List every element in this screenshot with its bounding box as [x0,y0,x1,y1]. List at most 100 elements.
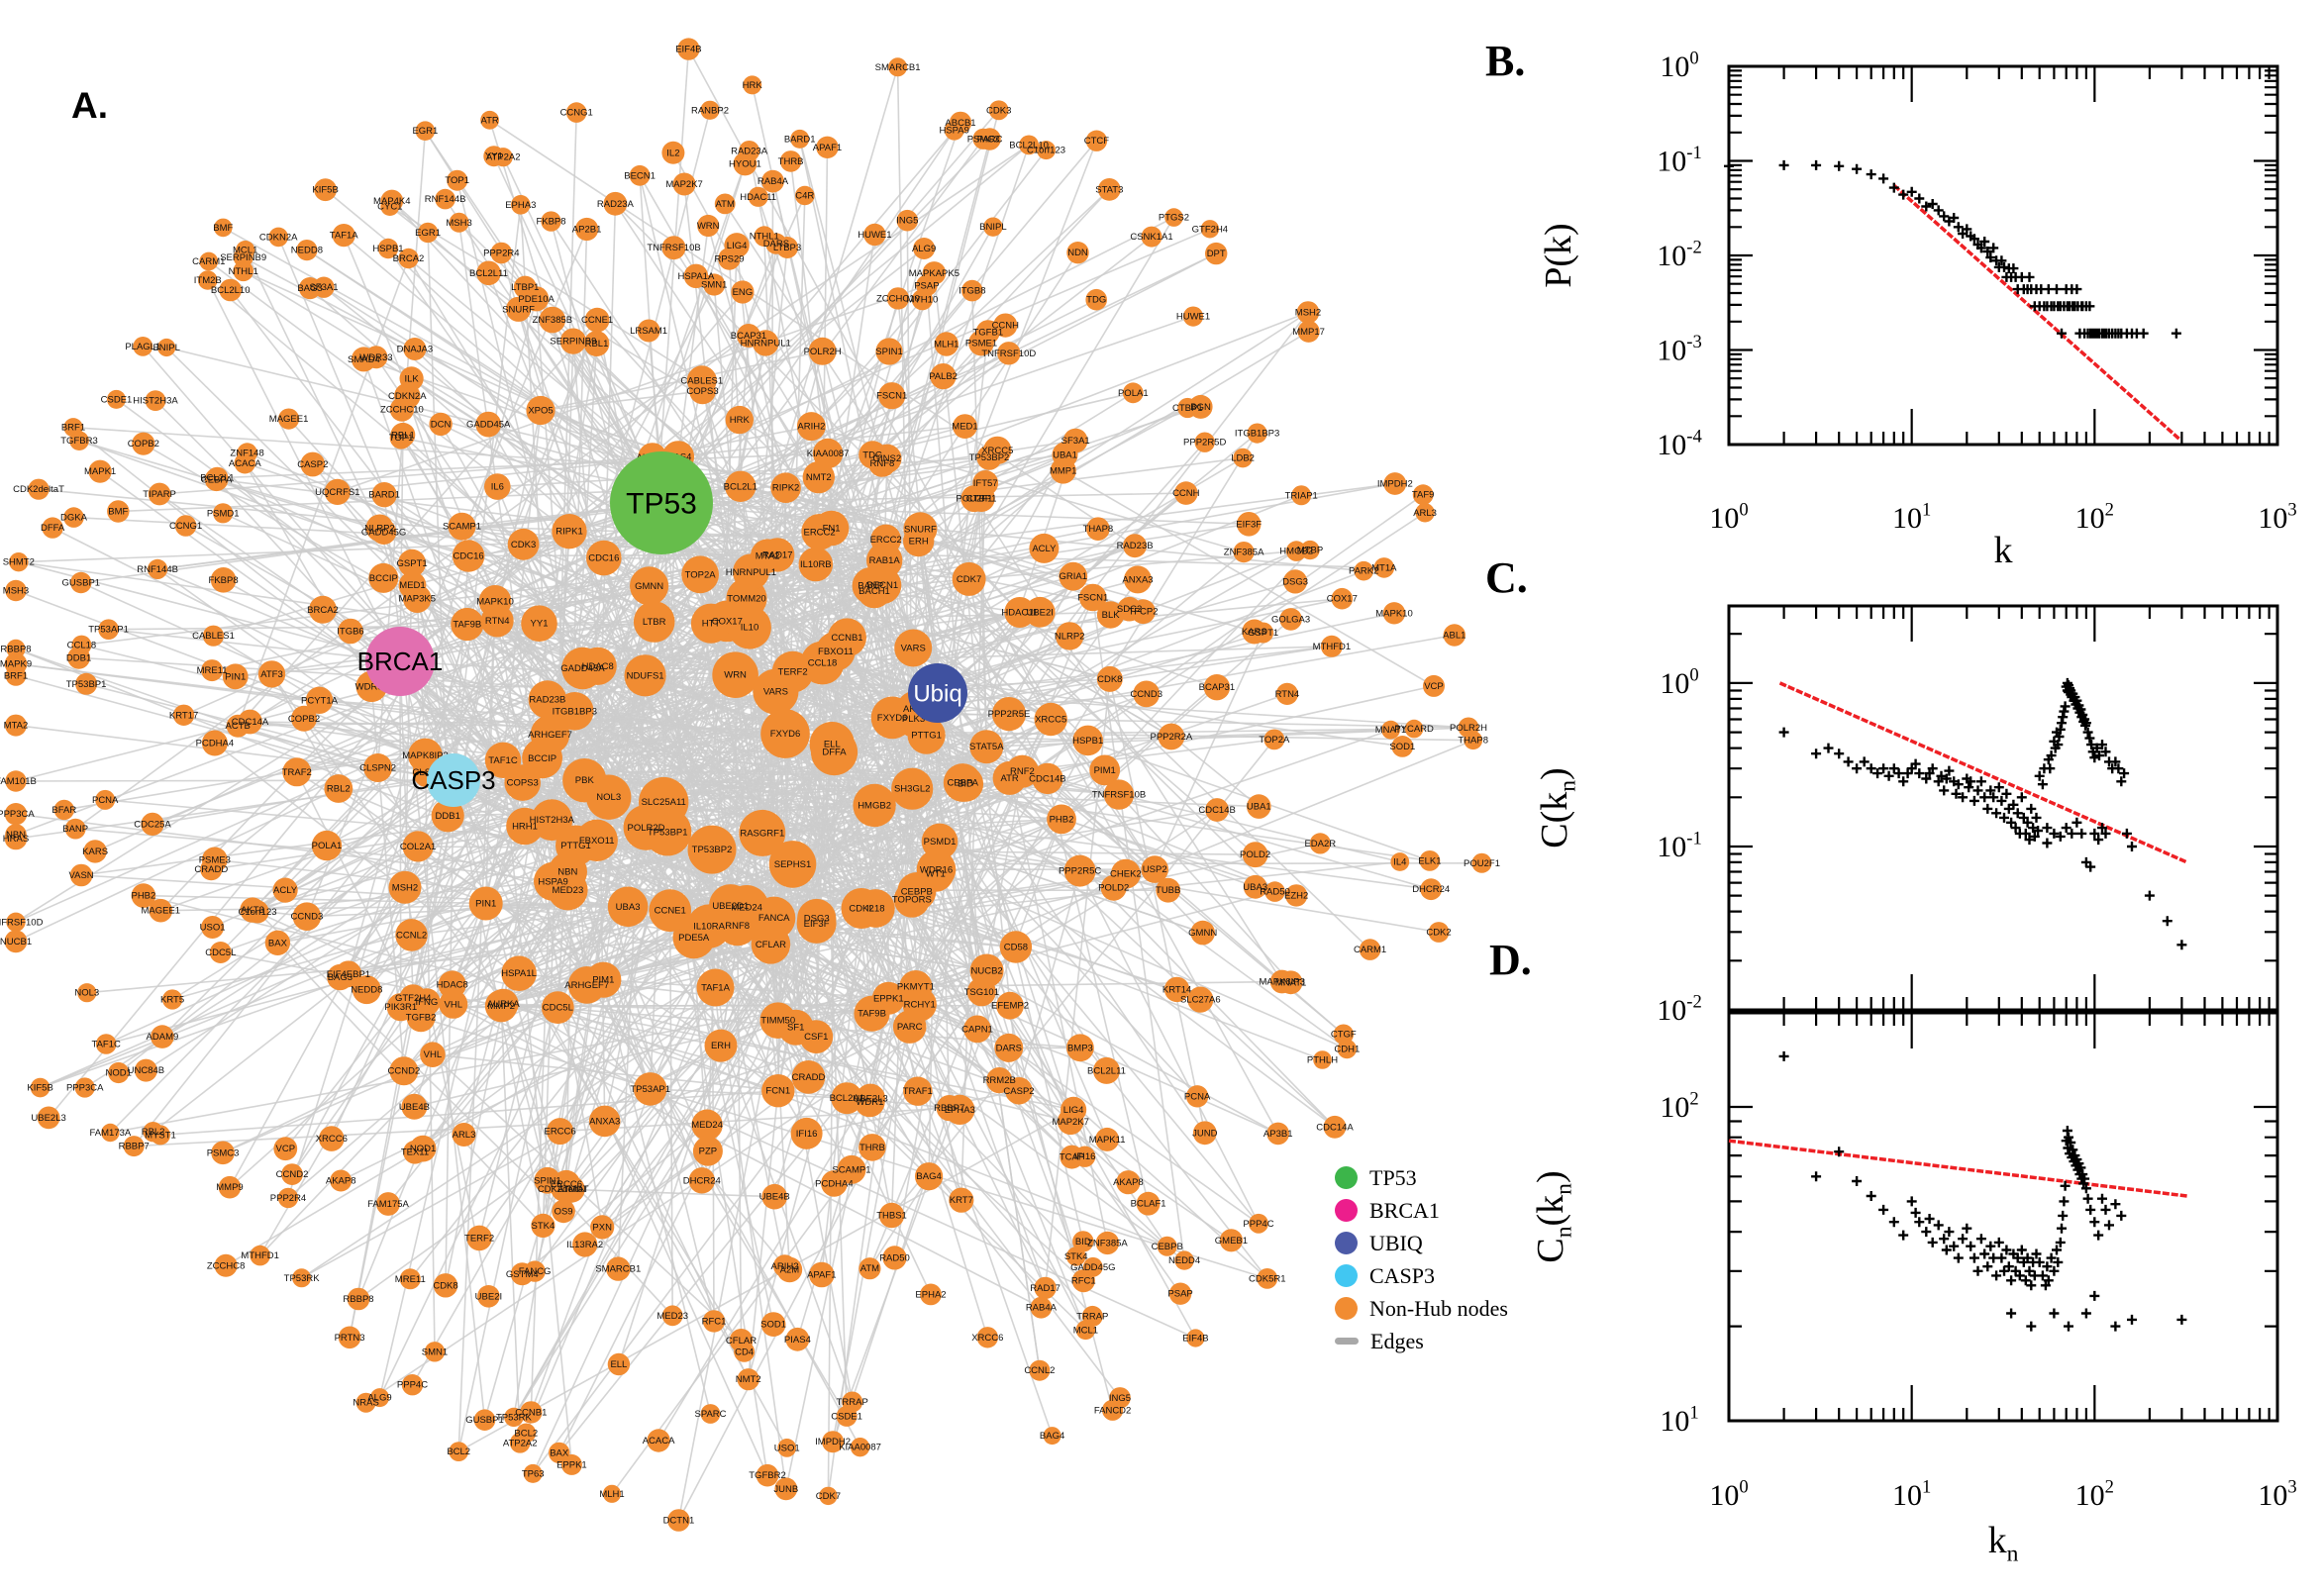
network-node-label: CDK7 [957,574,981,585]
network-node [324,478,351,505]
network-edge [776,751,836,1021]
network-node [157,338,176,357]
network-node [309,595,337,624]
network-node-label: IL13RA2 [566,1240,603,1250]
network-edge [252,909,1196,1340]
network-node [770,472,801,504]
network-node-label: SPIN1 [534,1175,560,1186]
network-node [172,704,195,726]
network-node-label: RBBP8 [0,644,31,654]
network-node-label: ATR [480,115,498,126]
network-node-label: RAD23B [529,695,565,706]
network-node [808,337,837,365]
network-node-label: PYCARD [1394,724,1434,735]
network-node-label: KRT7 [950,1195,973,1206]
network-node [368,562,399,593]
network-node-label: CD58 [1004,943,1028,953]
network-node-label: ZNF385B [532,315,572,326]
network-node-label: BECN1 [624,170,656,181]
network-node-label: DGKA [60,513,88,524]
network-node-label: BCL2L10 [211,285,251,296]
network-node-label: SF3A1 [309,282,338,293]
network-node-label: LTBR [643,617,666,628]
network-node-label: BID [1075,1237,1091,1247]
network-edge [453,555,469,781]
network-node-label: CCND3 [1130,689,1162,700]
network-edge [660,502,928,737]
network-node-label: TP53RK [284,1273,321,1284]
network-edge [660,502,1218,688]
network-node [531,1213,556,1238]
network-edge [926,734,1088,742]
network-node [1257,1268,1278,1289]
network-node [509,1433,531,1453]
network-node [541,991,574,1024]
network-edge [834,750,1336,1128]
network-node [484,742,522,778]
network-node-label: MED24 [731,903,762,914]
network-edge [706,770,1023,1126]
network-panel: MAPK10 PIM1 EPPK1 USO1 GSPT1 UBE4B FSCN1 EIF3F B… [0,38,1500,1532]
network-node-label: HSPA1A [678,271,715,282]
network-node-label: CCL18 [67,641,97,651]
network-node [201,730,228,756]
legend-item-label: TP53 [1369,1164,1417,1190]
network-node-label: RNF144B [425,194,466,205]
network-node-label: MNAT1 [1375,725,1407,736]
network-node [689,377,716,405]
network-node-label: GSPT1 [397,558,428,569]
network-node-label: BCL2L1 [200,473,234,484]
y-tick-label: 101​ [1660,1402,1698,1438]
network-node-label: CEBPB [901,887,933,898]
network-node-label: MAPK1 [84,466,116,477]
network-node [907,716,946,754]
network-node-label: MED24 [691,1120,723,1131]
network-node [148,558,168,580]
legend-item-label: BRCA1 [1369,1197,1440,1223]
plot-frame [1727,1011,2279,1423]
network-node [1060,1096,1087,1123]
network-node-label: PZP [699,1147,717,1157]
network-node [1354,560,1373,581]
network-node-label: GADD45G [1070,1262,1115,1273]
network-node [1030,1296,1053,1319]
network-edge [237,257,410,727]
network-node [257,660,286,688]
network-node [886,287,910,310]
network-node-label: ERH [909,537,929,548]
network-node-label: CDK7 [816,1491,841,1502]
network-node [1117,596,1142,622]
network-node [4,652,28,675]
network-node [575,819,618,861]
network-node [822,1431,845,1453]
network-node [226,714,250,738]
network-node-label: NLRP2 [364,523,395,534]
network-node [1383,472,1407,495]
network-node [819,1486,838,1506]
network-node-label: HSPB1 [1072,736,1103,747]
plot-frame [1727,604,2279,1012]
network-node-label: CCNB1 [831,633,862,644]
network-node-label: TERF2 [778,667,808,678]
network-node-label: PPP4C [1243,1219,1273,1230]
x-tick-label: 101​ [1892,499,1931,535]
network-node [466,1225,492,1251]
network-node-label: THBS1 [876,1211,907,1222]
network-node [6,639,26,659]
network-node-label: ENG [733,287,754,298]
y-tick-label: 100​ [1660,48,1698,83]
network-edge [919,529,983,992]
network-node-label: IL10RB [800,559,832,570]
network-node-label: WRN [724,670,747,681]
network-node-label: CDK8 [433,1280,457,1291]
network-node-label: GUSBP1 [465,1415,504,1426]
network-node-label: GINS2 [873,453,902,464]
network-edge [559,1107,950,1133]
network-node-label: COPB2 [288,714,320,725]
network-node [737,1368,759,1391]
network-node-label: ELL [610,1359,627,1370]
network-node-label: ILK [404,373,419,384]
network-node-label: FBXO11 [818,647,854,657]
network-node [98,619,119,640]
network-node-label: MAPK8IP3 [402,750,448,761]
